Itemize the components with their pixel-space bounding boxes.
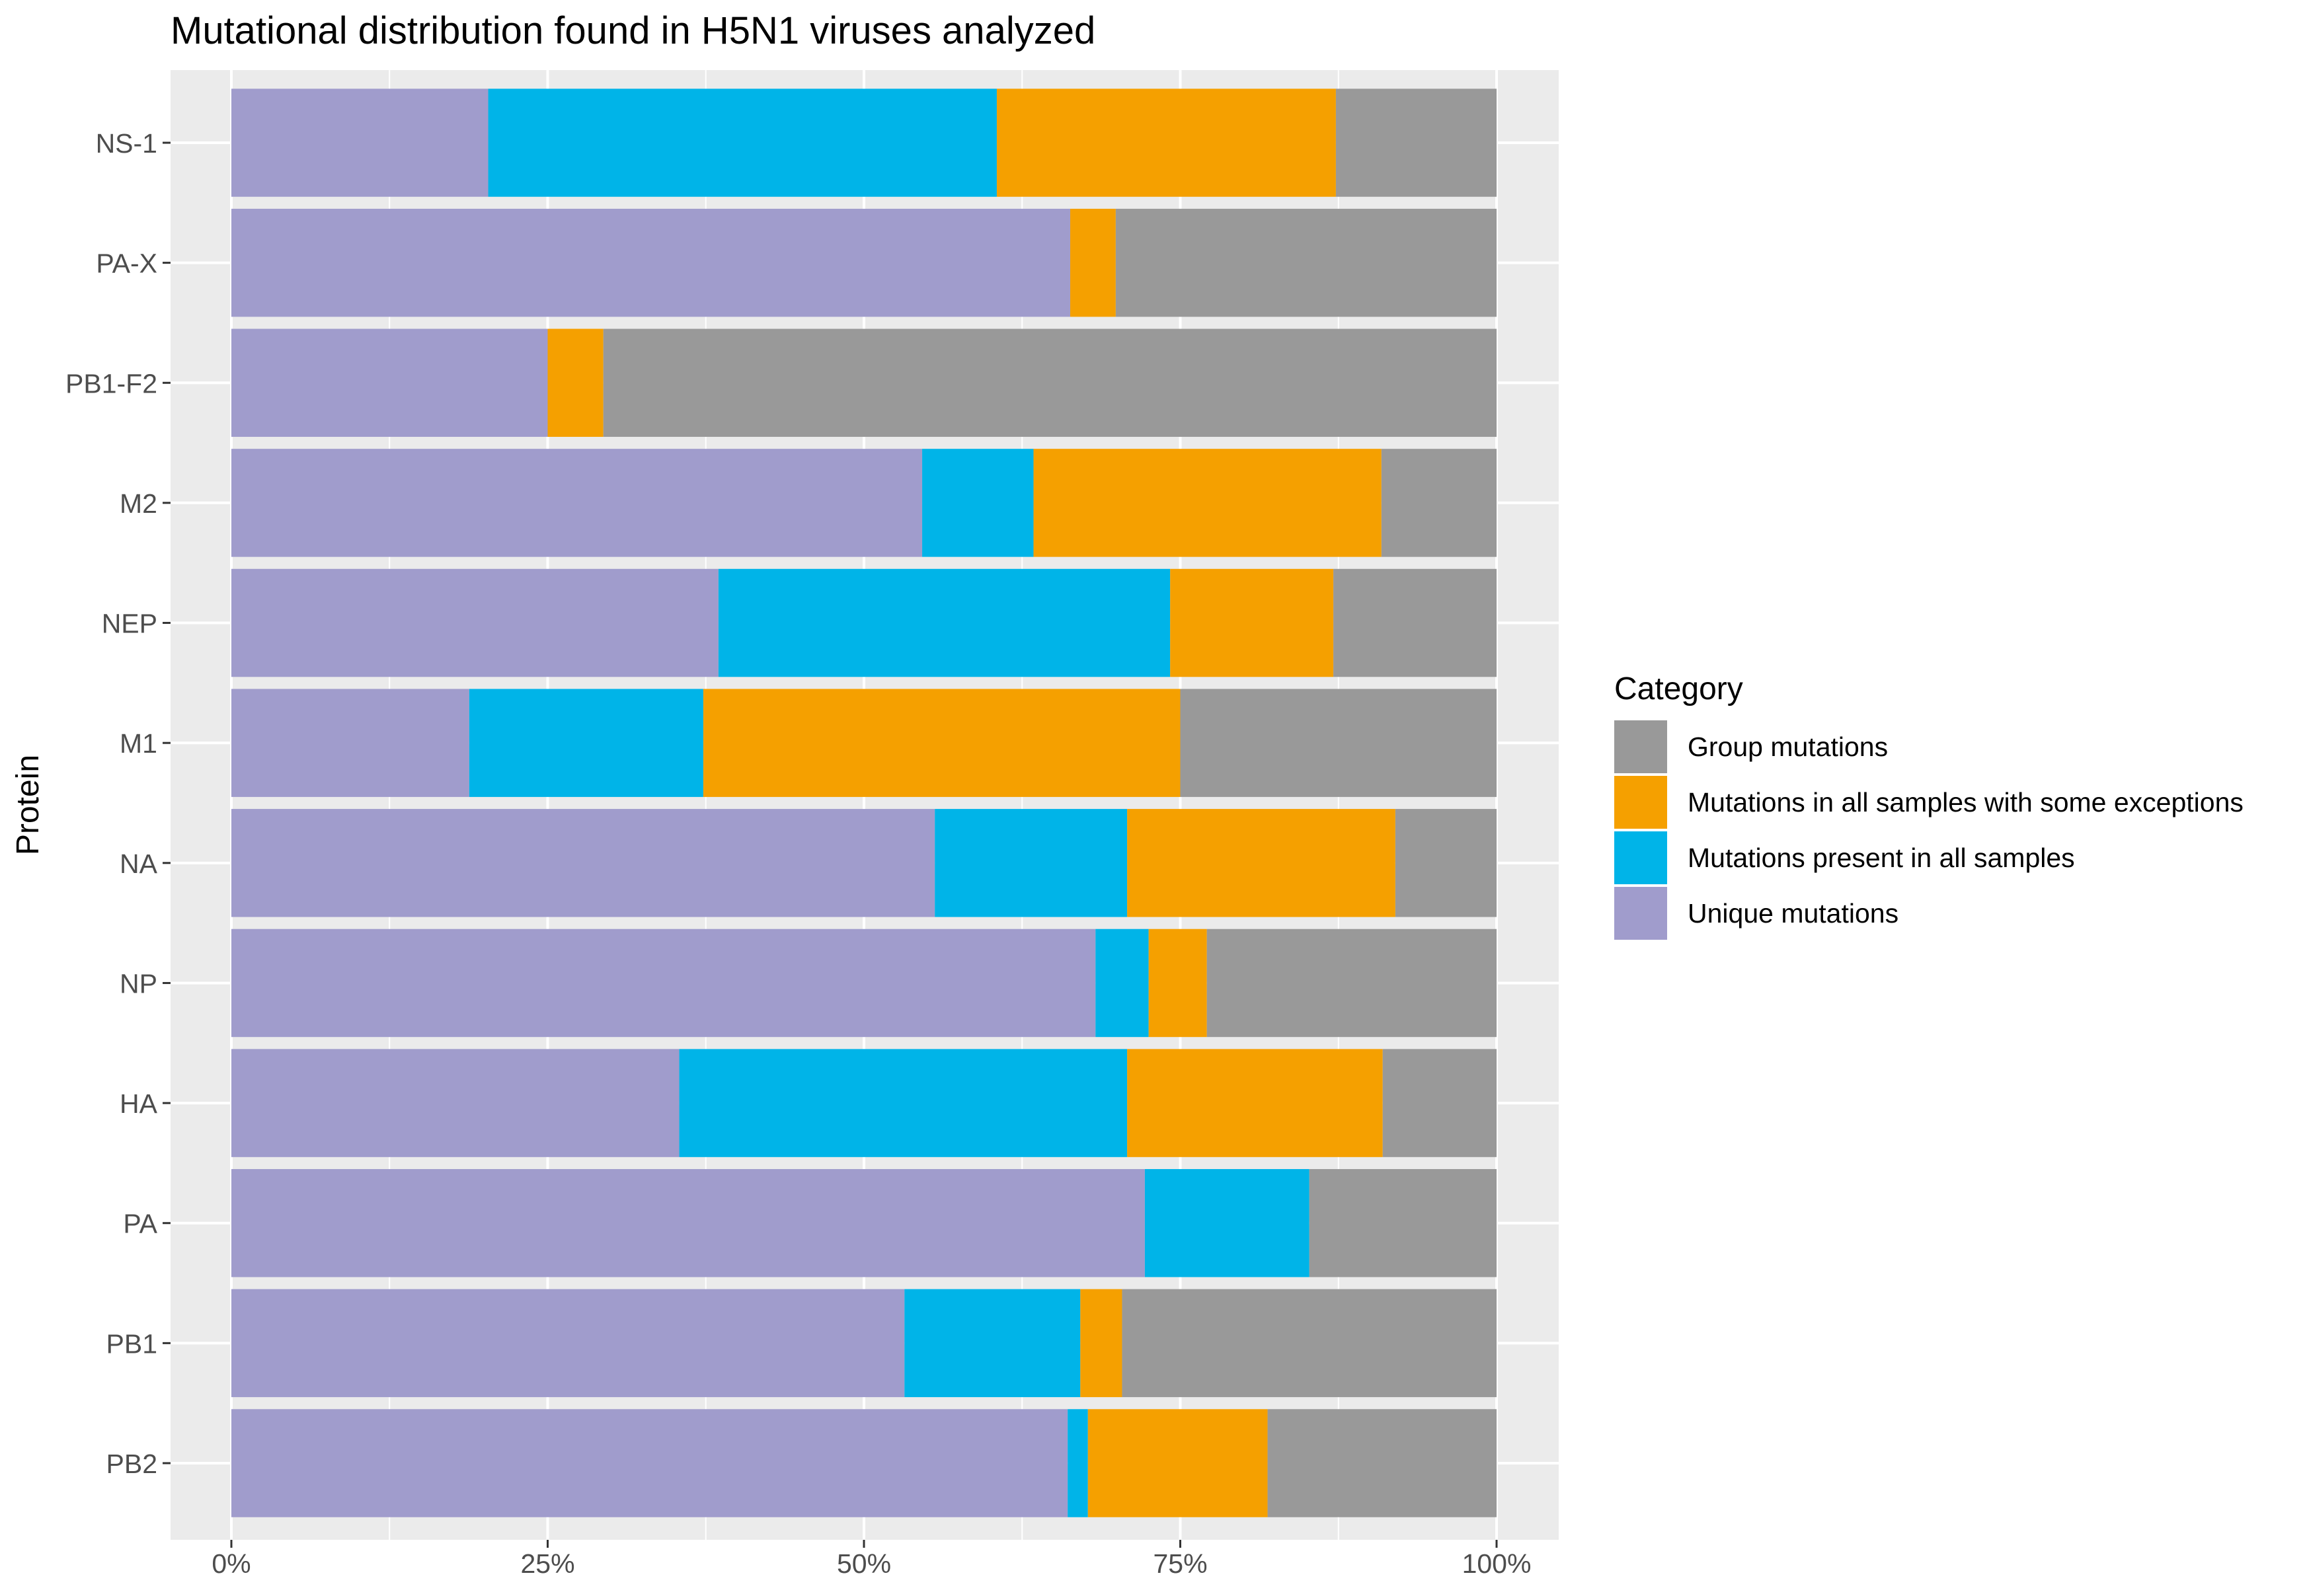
y-tick-label: PA xyxy=(123,1209,157,1239)
bar-ha-group-mutations xyxy=(1382,1049,1497,1157)
bar-pb1-unique-mutations xyxy=(231,1289,905,1398)
bar-pb1-f2-mutations-in-all-samples-with-some-exceptions xyxy=(547,328,604,437)
x-tick-label: 75% xyxy=(1153,1548,1207,1579)
bar-pa-group-mutations xyxy=(1309,1168,1497,1277)
bar-pb1-mutations-in-all-samples-with-some-exceptions xyxy=(1080,1289,1122,1398)
y-tick-label: M2 xyxy=(120,488,157,519)
bar-ns-1-group-mutations xyxy=(1335,89,1497,197)
bar-ha-mutations-in-all-samples-with-some-exceptions xyxy=(1127,1049,1383,1157)
bar-ns-1-unique-mutations xyxy=(231,89,489,197)
bar-np-mutations-in-all-samples-with-some-exceptions xyxy=(1148,929,1207,1038)
bar-m2-unique-mutations xyxy=(231,449,923,557)
y-tick-label: NEP xyxy=(102,609,157,639)
bar-pb2-mutations-present-in-all-samples xyxy=(1068,1409,1088,1517)
y-axis: NS-1 PA-X PB1-F2 M2 NEP M1 NA NP HA PA PB1 PB2 xyxy=(65,128,171,1479)
legend-label: Mutations present in all samples xyxy=(1688,843,2075,873)
bar-ns-1-mutations-in-all-samples-with-some-exceptions xyxy=(996,89,1336,197)
bar-m2-mutations-in-all-samples-with-some-exceptions xyxy=(1033,449,1382,557)
bar-ha-unique-mutations xyxy=(231,1049,680,1157)
x-axis: 0% 25% 50% 75% 100% xyxy=(212,1540,1531,1579)
bar-pa-x-unique-mutations xyxy=(231,208,1070,317)
bar-np-mutations-present-in-all-samples xyxy=(1095,929,1149,1038)
legend-label: Unique mutations xyxy=(1688,898,1898,929)
bar-pb2-group-mutations xyxy=(1267,1409,1497,1517)
bar-pb1-f2-group-mutations xyxy=(603,328,1497,437)
legend-key-group-mutations xyxy=(1614,720,1667,773)
chart-title: Mutational distribution found in H5N1 vi… xyxy=(171,9,1095,52)
y-tick-label: PB1-F2 xyxy=(65,368,157,399)
bar-np-unique-mutations xyxy=(231,929,1096,1038)
bar-nep-mutations-in-all-samples-with-some-exceptions xyxy=(1170,568,1334,677)
bar-pb2-unique-mutations xyxy=(231,1409,1068,1517)
bar-m2-mutations-present-in-all-samples xyxy=(922,449,1034,557)
legend-key-mutations-in-all-samples-with-some-exceptions xyxy=(1614,776,1667,829)
y-tick-label: PB1 xyxy=(106,1328,158,1359)
bar-np-group-mutations xyxy=(1206,929,1497,1038)
x-tick-label: 25% xyxy=(520,1548,574,1579)
bar-m1-unique-mutations xyxy=(231,689,469,797)
x-tick-label: 100% xyxy=(1462,1548,1532,1579)
legend-label: Group mutations xyxy=(1688,732,1888,762)
bar-na-mutations-present-in-all-samples xyxy=(935,809,1128,917)
bar-nep-unique-mutations xyxy=(231,568,719,677)
y-tick-label: NS-1 xyxy=(96,128,157,159)
bar-pb1-group-mutations xyxy=(1122,1289,1497,1398)
bar-segments xyxy=(231,89,1497,1517)
bar-ns-1-mutations-present-in-all-samples xyxy=(488,89,997,197)
bar-m1-mutations-in-all-samples-with-some-exceptions xyxy=(703,689,1181,797)
bar-m1-mutations-present-in-all-samples xyxy=(469,689,703,797)
y-tick-label: NA xyxy=(120,849,158,879)
bar-pa-x-mutations-in-all-samples-with-some-exceptions xyxy=(1070,208,1116,317)
legend-label: Mutations in all samples with some excep… xyxy=(1688,787,2244,817)
x-tick-label: 0% xyxy=(212,1548,251,1579)
legend-title: Category xyxy=(1614,671,1743,706)
y-tick-label: PB2 xyxy=(106,1449,158,1479)
y-axis-title: Protein xyxy=(11,755,46,855)
x-tick-label: 50% xyxy=(837,1548,891,1579)
y-tick-label: M1 xyxy=(120,728,157,759)
bar-m1-group-mutations xyxy=(1180,689,1497,797)
bar-pa-x-group-mutations xyxy=(1115,208,1497,317)
bar-nep-group-mutations xyxy=(1333,568,1497,677)
y-tick-label: PA-X xyxy=(96,248,157,279)
bar-pa-mutations-present-in-all-samples xyxy=(1144,1168,1310,1277)
bar-nep-mutations-present-in-all-samples xyxy=(718,568,1171,677)
bar-m2-group-mutations xyxy=(1381,449,1497,557)
bar-pb1-mutations-present-in-all-samples xyxy=(904,1289,1081,1398)
bar-na-group-mutations xyxy=(1395,809,1497,917)
bar-na-unique-mutations xyxy=(231,809,935,917)
bar-pb1-f2-unique-mutations xyxy=(231,328,548,437)
y-tick-label: HA xyxy=(120,1088,158,1119)
legend-key-mutations-present-in-all-samples xyxy=(1614,831,1667,884)
legend-key-unique-mutations xyxy=(1614,887,1667,940)
y-tick-label: NP xyxy=(120,968,157,999)
legend: Category Group mutations Mutations in all… xyxy=(1614,671,2244,940)
bar-na-mutations-in-all-samples-with-some-exceptions xyxy=(1127,809,1395,917)
bar-pa-unique-mutations xyxy=(231,1168,1145,1277)
bar-ha-mutations-present-in-all-samples xyxy=(679,1049,1128,1157)
bar-pb2-mutations-in-all-samples-with-some-exceptions xyxy=(1087,1409,1268,1517)
